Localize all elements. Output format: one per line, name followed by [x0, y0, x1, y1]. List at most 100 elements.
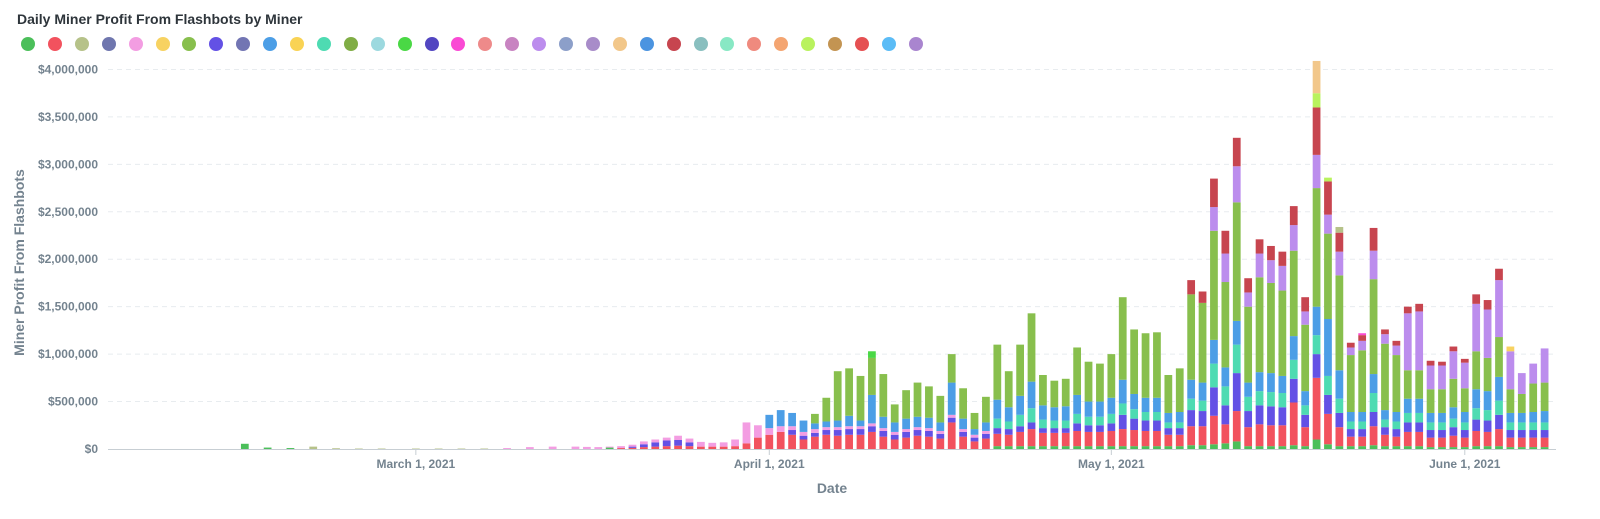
bar-segment[interactable]	[1255, 405, 1264, 425]
bar-segment[interactable]	[240, 443, 249, 449]
bar-segment[interactable]	[936, 433, 945, 439]
legend-dot-19[interactable]	[505, 37, 520, 51]
bar-2021-05-30[interactable]	[1438, 361, 1446, 449]
bar-segment[interactable]	[1118, 297, 1127, 380]
bar-2021-04-16[interactable]	[936, 395, 945, 449]
legend-dot-29[interactable]	[774, 37, 789, 51]
bar-segment[interactable]	[1232, 137, 1241, 167]
bar-segment[interactable]	[1381, 434, 1389, 447]
bar-segment[interactable]	[1210, 363, 1218, 388]
bar-segment[interactable]	[1232, 441, 1241, 449]
bar-segment[interactable]	[731, 439, 739, 447]
bar-segment[interactable]	[1153, 420, 1161, 431]
bar-2021-05-03[interactable]	[1130, 329, 1139, 449]
legend-dot-21[interactable]	[559, 37, 573, 51]
bar-segment[interactable]	[1312, 439, 1321, 449]
bar-segment[interactable]	[1540, 348, 1549, 383]
bar-segment[interactable]	[1198, 445, 1207, 449]
bar-segment[interactable]	[1483, 410, 1492, 421]
bar-segment[interactable]	[799, 439, 808, 449]
bar-2021-04-20[interactable]	[982, 396, 990, 449]
bar-segment[interactable]	[959, 429, 967, 432]
bar-2021-03-11[interactable]	[525, 447, 534, 449]
bar-2021-05-02[interactable]	[1118, 297, 1127, 449]
bar-segment[interactable]	[1506, 430, 1515, 438]
legend-dot-33[interactable]	[881, 37, 896, 51]
bar-segment[interactable]	[1369, 445, 1378, 449]
legend-dot-13[interactable]	[343, 37, 358, 51]
bar-segment[interactable]	[1210, 230, 1218, 340]
bar-segment[interactable]	[1540, 437, 1549, 448]
bar-segment[interactable]	[776, 431, 785, 449]
bar-segment[interactable]	[1107, 446, 1116, 449]
bar-segment[interactable]	[1392, 446, 1401, 449]
bar-segment[interactable]	[1267, 373, 1275, 393]
bar-segment[interactable]	[1267, 260, 1275, 283]
bar-segment[interactable]	[1027, 408, 1036, 423]
bar-segment[interactable]	[525, 447, 534, 449]
bar-2021-05-17[interactable]	[1289, 206, 1298, 449]
bar-segment[interactable]	[1449, 407, 1458, 419]
legend-dot-6[interactable]	[155, 37, 170, 51]
bar-segment[interactable]	[1118, 379, 1127, 404]
bar-segment[interactable]	[1369, 227, 1378, 251]
bar-2021-03-17[interactable]	[594, 447, 603, 449]
bar-segment[interactable]	[1278, 290, 1287, 376]
bar-segment[interactable]	[1415, 412, 1424, 423]
bar-segment[interactable]	[1164, 428, 1173, 435]
bar-segment[interactable]	[1415, 311, 1424, 371]
bar-segment[interactable]	[605, 447, 614, 449]
bar-segment[interactable]	[1255, 424, 1264, 447]
legend-dot-32[interactable]	[854, 37, 869, 51]
bar-segment[interactable]	[719, 442, 728, 447]
bar-2021-04-14[interactable]	[913, 382, 922, 449]
bar-2021-04-24[interactable]	[1027, 313, 1036, 449]
bar-segment[interactable]	[1084, 401, 1093, 417]
bar-segment[interactable]	[776, 426, 785, 432]
bar-segment[interactable]	[1358, 429, 1367, 437]
bar-segment[interactable]	[1278, 265, 1287, 291]
bar-segment[interactable]	[1358, 436, 1367, 447]
bar-segment[interactable]	[1289, 359, 1298, 379]
bar-2021-06-01[interactable]	[1460, 358, 1469, 449]
bar-segment[interactable]	[1392, 345, 1401, 356]
bar-2021-05-20[interactable]	[1324, 177, 1332, 449]
bar-segment[interactable]	[1016, 446, 1025, 449]
bar-segment[interactable]	[1073, 423, 1082, 431]
bar-segment[interactable]	[947, 414, 956, 418]
bar-segment[interactable]	[1096, 446, 1104, 449]
bar-segment[interactable]	[1255, 446, 1264, 449]
bar-segment[interactable]	[1164, 434, 1173, 447]
bar-segment[interactable]	[1426, 412, 1435, 423]
bar-segment[interactable]	[879, 428, 888, 431]
bar-segment[interactable]	[1438, 365, 1446, 390]
bar-segment[interactable]	[1381, 329, 1389, 335]
bar-2021-03-15[interactable]	[571, 446, 580, 449]
bar-segment[interactable]	[1107, 423, 1116, 431]
bar-segment[interactable]	[1267, 282, 1275, 374]
bar-segment[interactable]	[1506, 351, 1515, 390]
bar-segment[interactable]	[1050, 420, 1059, 429]
bar-2021-04-12[interactable]	[890, 404, 899, 449]
bar-segment[interactable]	[1278, 393, 1287, 408]
bar-segment[interactable]	[1107, 397, 1116, 414]
bar-segment[interactable]	[332, 448, 340, 449]
bar-segment[interactable]	[1175, 422, 1184, 429]
bar-segment[interactable]	[959, 431, 967, 437]
bar-segment[interactable]	[1016, 395, 1025, 415]
bar-segment[interactable]	[1061, 428, 1070, 433]
bar-segment[interactable]	[1096, 363, 1104, 402]
bar-2021-05-21[interactable]	[1335, 226, 1344, 449]
bar-2021-05-24[interactable]	[1369, 227, 1378, 449]
bar-2021-03-07[interactable]	[480, 448, 489, 450]
bar-segment[interactable]	[309, 446, 318, 449]
bar-segment[interactable]	[1483, 300, 1492, 310]
bar-segment[interactable]	[1346, 355, 1355, 412]
bar-segment[interactable]	[765, 414, 774, 429]
bar-2021-06-06[interactable]	[1517, 373, 1526, 449]
bar-segment[interactable]	[1187, 280, 1196, 295]
bar-segment[interactable]	[1392, 355, 1401, 412]
bar-segment[interactable]	[1175, 411, 1184, 423]
bar-2021-04-02[interactable]	[776, 410, 785, 449]
bar-segment[interactable]	[1403, 370, 1412, 399]
